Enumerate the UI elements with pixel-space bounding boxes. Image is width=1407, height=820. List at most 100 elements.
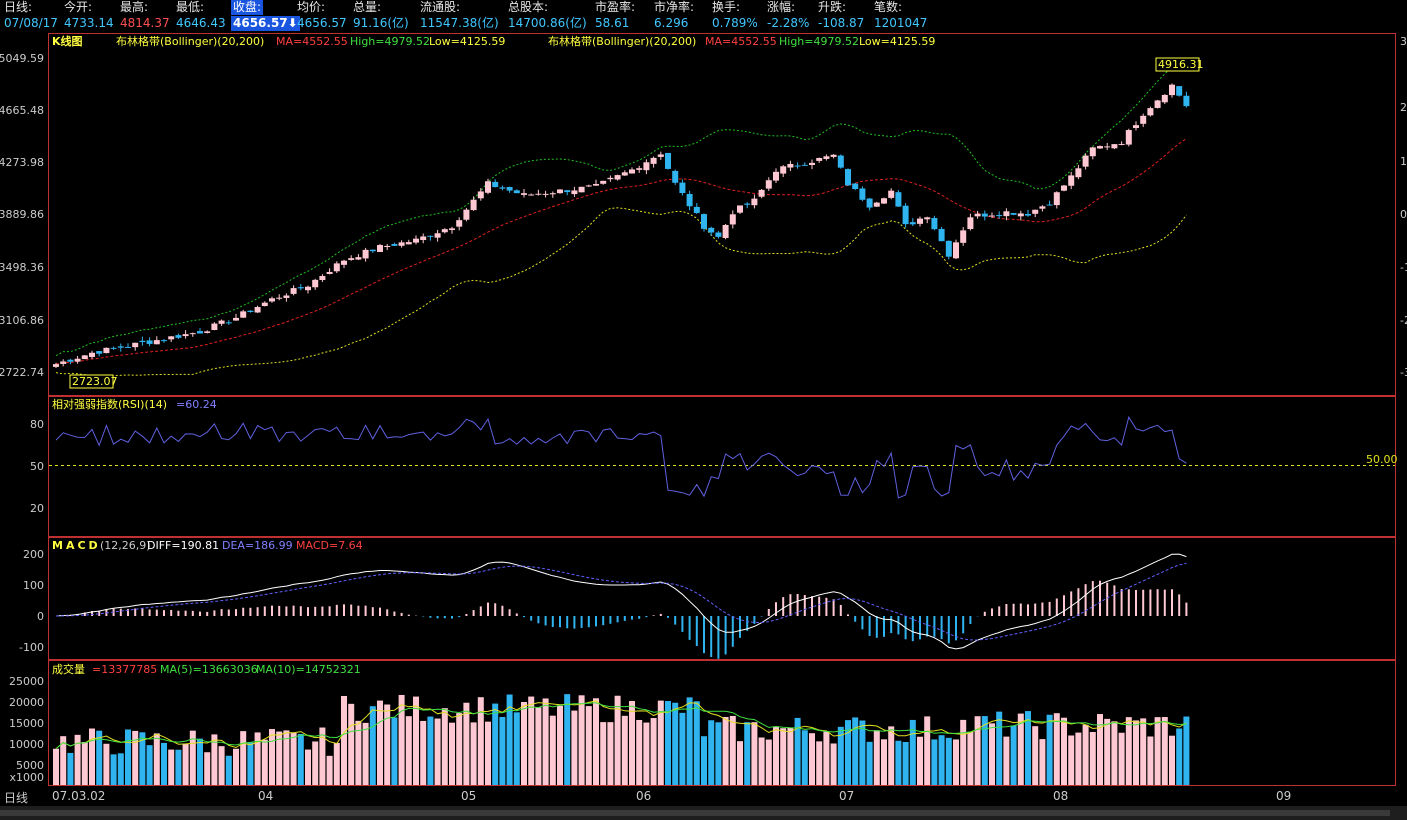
volume-bar [621,715,628,785]
volume-bar [708,720,715,785]
candle [1140,115,1147,124]
trades-label: 笔数: [874,0,903,14]
candle [794,165,801,167]
candle [1032,209,1039,214]
candle [895,192,902,207]
candle [924,217,931,220]
candle [1039,206,1046,209]
kline-y-tick: 2722.74 [0,366,44,379]
candle [1068,175,1075,186]
candle [881,198,887,204]
volume-bar [1046,714,1053,785]
candle [355,257,362,260]
volume-bar [535,707,542,785]
volume-bar [153,733,160,785]
volume-bar [233,748,239,785]
candle [506,187,513,191]
candle [297,287,304,289]
candle [499,187,506,189]
volume-bar [1111,721,1118,785]
volume-bar [881,739,887,785]
macd-plot[interactable] [55,553,1188,659]
candle [197,331,203,334]
horizontal-scrollbar[interactable] [0,806,1407,820]
candle [564,190,571,193]
candle [888,190,895,198]
volume-bar [744,722,751,785]
volume-bar [369,706,376,785]
kline-y-tick: 5049.59 [0,52,44,65]
volume-bar [434,718,441,785]
volume-bar [629,701,635,785]
scrollbar-thumb[interactable] [0,810,1390,816]
volume-bar [355,720,362,785]
volume-bar [967,731,974,785]
candle [1125,130,1132,145]
volume-bar [470,722,477,785]
volume-bar [672,702,679,785]
stock-chart[interactable]: 5049.59 4665.48 4273.98 3889.86 3498.36 … [0,33,1407,786]
volume-bar [1017,713,1024,785]
volume-bar [960,719,967,785]
volume-bar [1140,718,1147,785]
volume-bar [81,741,88,785]
close-value: 4656.57⬇ [231,16,300,31]
candle [67,359,74,362]
candle [931,218,938,230]
volume-bar [902,741,909,785]
close-label[interactable]: 收盘: [231,0,264,15]
kline-plot[interactable] [53,61,1190,377]
candle [801,164,808,166]
volume-bar [247,742,254,785]
macd-diff: DIFF=190.81 [147,539,219,552]
avg-value: 4656.57 [297,16,347,30]
volume-plot[interactable] [53,694,1190,785]
x-axis-label: 05 [461,789,477,803]
candle [1017,213,1024,217]
turnover-label: 换手: [712,0,741,14]
volume-bar [751,722,758,785]
quote-info-bar: 日线: 07/08/17 今开: 4733.14 最高: 4814.37 最低:… [0,0,1407,33]
volume-bar [405,716,412,785]
candle [621,172,628,176]
candle [837,155,844,168]
candle [117,346,124,348]
volume-bar [780,728,787,785]
volume-bar [845,720,851,785]
candle [1183,95,1190,107]
volume-y-tick: 20000 [9,696,44,709]
volume-bar [254,732,261,785]
volume-bar [269,729,275,785]
volume-bar [477,697,484,785]
volume-bar [175,749,182,785]
candle [326,271,333,274]
bollinger-legend-ma-2: MA=4552.55 [705,35,777,48]
rsi-plot[interactable] [55,415,1187,499]
volume-bar [953,739,959,785]
change-pct-label: 涨幅: [767,0,796,14]
candle [441,229,448,233]
volume-bar [326,755,333,785]
volume-bar [1053,713,1060,785]
candle [701,214,707,229]
kline-y-tick: 4665.48 [0,104,44,117]
volume-ma10-line [55,702,1187,750]
x-axis-label: 07.03.02 [52,789,106,803]
candle [549,193,556,195]
candle [607,177,614,180]
avg-label: 均价: [297,0,326,14]
bollinger-legend-high-2: High=4979.52 [779,35,859,48]
volume-bar [650,718,657,785]
volume-bar [420,720,427,785]
candle [989,215,995,217]
candle [593,183,599,186]
volume-bar [60,736,67,785]
volume-bar [665,701,671,785]
candle [132,342,139,348]
x-axis-period-label[interactable]: 日线 [4,791,29,805]
volume-bar [197,738,203,785]
candle [521,193,527,195]
volume-bar [125,729,131,785]
high-label: 最高: [120,0,149,14]
volume-bar [117,753,124,785]
